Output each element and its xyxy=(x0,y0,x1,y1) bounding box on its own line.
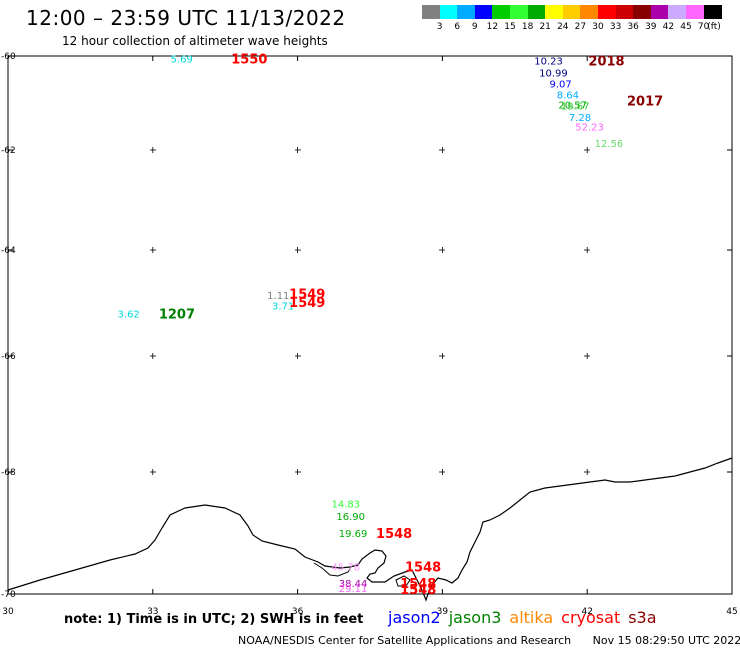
scale-label: 33 xyxy=(609,22,622,32)
legend-item-cryosat: cryosat xyxy=(561,608,621,627)
lon-label: 30 xyxy=(2,607,14,617)
lat-label: -66 xyxy=(1,352,16,362)
pass-time-label: 2017 xyxy=(627,95,663,110)
observation-layer: 5.69 10.2310.999.078.6420.5719.677.2852.2… xyxy=(118,52,664,598)
scale-label: 9 xyxy=(471,22,478,32)
scale-label: 3 xyxy=(436,22,443,32)
lon-label: 39 xyxy=(437,607,449,617)
antarctic-coastline xyxy=(7,457,733,602)
scale-label: 45 xyxy=(680,22,692,32)
scale-swatch xyxy=(422,5,440,19)
scale-swatch xyxy=(598,5,616,19)
scale-swatch xyxy=(615,5,634,19)
wave-height-value: 10.23 xyxy=(534,57,563,68)
wave-height-value: 19.69 xyxy=(339,529,368,540)
lat-label: -62 xyxy=(1,146,16,156)
pass-time-label: 1550 xyxy=(231,52,267,67)
lon-label: 45 xyxy=(726,607,737,617)
scale-label: 42 xyxy=(662,22,675,32)
coastline-island xyxy=(395,575,411,587)
coastline-inlet xyxy=(313,562,353,577)
lon-label: 42 xyxy=(581,607,592,617)
lat-label: -64 xyxy=(1,246,16,256)
scale-label: 12 xyxy=(486,22,499,32)
scale-swatch xyxy=(439,5,458,19)
wave-height-value: 38.44 xyxy=(339,579,368,590)
wave-height-value: 19.67 xyxy=(561,101,590,112)
scale-label: 24 xyxy=(557,22,569,32)
scale-label: 6 xyxy=(454,22,461,32)
wave-height-value: 52.23 xyxy=(575,123,604,134)
scale-swatch xyxy=(580,5,599,19)
pass-time-label: 1548 xyxy=(400,583,436,598)
wave-height-value: 20.57 xyxy=(558,100,587,111)
map-frame xyxy=(7,55,733,595)
footer: NOAA/NESDIS Center for Satellite Applica… xyxy=(238,634,740,647)
pass-time-label: 1548 xyxy=(376,527,412,542)
scale-label: 36 xyxy=(627,22,639,32)
wave-height-value: 3.62 xyxy=(118,310,140,321)
scale-swatch xyxy=(492,5,511,19)
scale-swatch xyxy=(668,5,687,19)
wave-height-value: 9.07 xyxy=(550,79,572,90)
scale-label: 18 xyxy=(521,22,534,32)
legend-item-jason2: jason2 xyxy=(388,608,441,627)
pass-time-label: 1548 xyxy=(400,577,436,592)
scale-swatch xyxy=(650,5,669,19)
lon-label: 36 xyxy=(292,607,304,617)
footer-credit: NOAA/NESDIS Center for Satellite Applica… xyxy=(238,634,572,647)
wave-height-value: 45.78 xyxy=(332,563,361,574)
scale-label: 39 xyxy=(645,22,657,32)
scale-label: 30 xyxy=(592,22,604,32)
page-subtitle: 12 hour collection of altimeter wave hei… xyxy=(62,34,328,48)
scale-swatch xyxy=(510,5,528,19)
wave-height-value: 10.99 xyxy=(539,68,568,79)
scale-swatch xyxy=(633,5,652,19)
wave-height-value: 3.71 xyxy=(272,302,294,313)
satellite-legend: jason2 jason3 altika cryosat s3a xyxy=(388,608,665,627)
scale-label: 15 xyxy=(504,22,516,32)
wave-height-value: 12.56 xyxy=(595,139,624,150)
legend-item-altika: altika xyxy=(509,608,554,627)
scale-swatch xyxy=(545,5,564,19)
scale-swatch xyxy=(527,5,546,19)
footer-timestamp: Nov 15 08:29:50 UTC 2022 xyxy=(592,634,740,647)
pass-time-label: 1549 xyxy=(289,296,325,311)
scale-label: 21 xyxy=(539,22,551,32)
pass-time-label: 2018 xyxy=(588,55,624,70)
scale-swatch xyxy=(474,5,493,19)
wave-height-value: 8.64 xyxy=(557,91,579,102)
scale-swatch xyxy=(457,5,476,19)
wave-height-value: 1.11 xyxy=(267,291,289,302)
scale-swatch xyxy=(686,5,704,19)
legend-item-jason3: jason3 xyxy=(448,608,502,627)
wave-height-value: 29.11 xyxy=(339,584,368,595)
page-title: 12:00 – 23:59 UTC 11/13/2022 xyxy=(26,6,346,30)
wave-height-value: 5.69 xyxy=(171,54,193,65)
scale-unit: (ft) xyxy=(707,22,721,32)
lon-label: 33 xyxy=(147,607,158,617)
pass-time-label: 1549 xyxy=(289,287,325,302)
legend-item-s3a: s3a xyxy=(628,608,657,627)
wave-height-value: 14.83 xyxy=(332,500,361,511)
pass-time-label: 1548 xyxy=(405,561,441,576)
scale-swatch xyxy=(703,5,722,19)
lat-label: -68 xyxy=(1,468,16,478)
scale-label: 70 xyxy=(697,22,710,32)
scale-label: 27 xyxy=(574,22,587,32)
wave-height-value: 16.90 xyxy=(336,512,365,523)
wave-height-value: 7.28 xyxy=(569,113,591,124)
note-text: note: 1) Time is in UTC; 2) SWH is in fe… xyxy=(64,612,364,627)
lat-label: -70 xyxy=(1,590,16,600)
pass-time-label: 1207 xyxy=(159,308,195,323)
scale-swatch xyxy=(562,5,581,19)
